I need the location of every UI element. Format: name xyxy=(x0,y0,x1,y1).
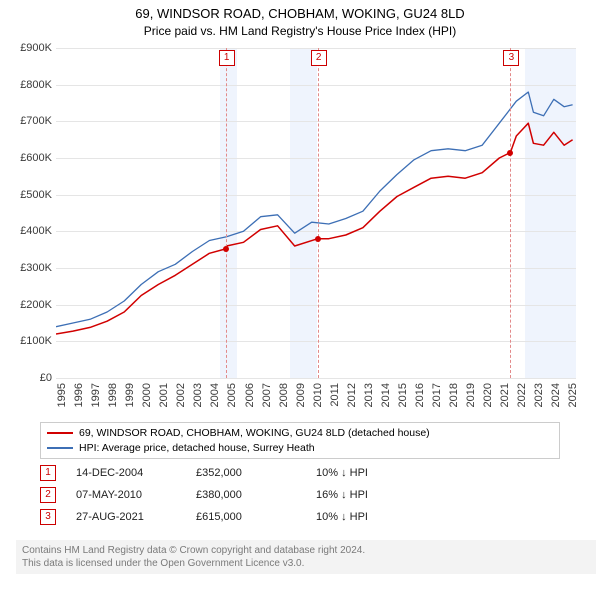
x-axis-tick-label: 2019 xyxy=(465,383,477,423)
series-property xyxy=(56,123,573,334)
y-axis-tick-label: £500K xyxy=(0,189,52,201)
attribution-line: This data is licensed under the Open Gov… xyxy=(22,557,590,570)
event-marker: 1 xyxy=(219,50,235,66)
legend-swatch xyxy=(47,432,73,434)
x-axis-tick-label: 2008 xyxy=(278,383,290,423)
event-marker: 2 xyxy=(311,50,327,66)
x-axis-tick-label: 2023 xyxy=(533,383,545,423)
event-line xyxy=(510,48,511,378)
x-axis-tick-label: 1997 xyxy=(90,383,102,423)
event-dot xyxy=(223,246,229,252)
event-row-marker: 3 xyxy=(40,509,56,525)
event-row-delta: 16% ↓ HPI xyxy=(316,489,436,501)
y-axis-tick-label: £900K xyxy=(0,42,52,54)
event-marker: 3 xyxy=(503,50,519,66)
event-row-price: £615,000 xyxy=(196,511,316,523)
x-axis-tick-label: 2009 xyxy=(295,383,307,423)
event-line xyxy=(226,48,227,378)
plot-area: 1 2 3 xyxy=(56,48,576,378)
event-dot xyxy=(315,236,321,242)
y-axis-tick-label: £300K xyxy=(0,262,52,274)
x-axis-tick-label: 1995 xyxy=(56,383,68,423)
x-axis-tick-label: 2020 xyxy=(482,383,494,423)
gridline xyxy=(56,378,576,379)
series-hpi xyxy=(56,92,573,327)
event-row-delta: 10% ↓ HPI xyxy=(316,511,436,523)
y-axis-tick-label: £700K xyxy=(0,115,52,127)
event-row: 2 07-MAY-2010£380,00016% ↓ HPI xyxy=(40,484,560,506)
event-dot xyxy=(507,150,513,156)
x-axis-tick-label: 2006 xyxy=(244,383,256,423)
x-axis-tick-label: 2022 xyxy=(516,383,528,423)
y-axis-tick-label: £100K xyxy=(0,335,52,347)
x-axis-tick-label: 2014 xyxy=(380,383,392,423)
x-axis-tick-label: 2012 xyxy=(346,383,358,423)
attribution-line: Contains HM Land Registry data © Crown c… xyxy=(22,544,590,557)
legend-label: HPI: Average price, detached house, Surr… xyxy=(79,442,315,454)
x-axis-tick-label: 2001 xyxy=(158,383,170,423)
x-axis-tick-label: 2018 xyxy=(448,383,460,423)
y-axis-tick-label: £400K xyxy=(0,225,52,237)
x-axis-tick-label: 2013 xyxy=(363,383,375,423)
chart-subtitle: Price paid vs. HM Land Registry's House … xyxy=(0,24,600,38)
x-axis-tick-label: 2010 xyxy=(312,383,324,423)
page: { "title": "69, WINDSOR ROAD, CHOBHAM, W… xyxy=(0,0,600,590)
legend-item: 69, WINDSOR ROAD, CHOBHAM, WOKING, GU24 … xyxy=(47,425,553,440)
x-axis-tick-label: 2002 xyxy=(175,383,187,423)
x-axis-tick-label: 2017 xyxy=(431,383,443,423)
event-row-date: 14-DEC-2004 xyxy=(76,467,196,479)
event-row-date: 27-AUG-2021 xyxy=(76,511,196,523)
y-axis-tick-label: £200K xyxy=(0,299,52,311)
event-row-marker: 2 xyxy=(40,487,56,503)
legend-item: HPI: Average price, detached house, Surr… xyxy=(47,440,553,455)
y-axis-tick-label: £800K xyxy=(0,79,52,91)
x-axis-tick-label: 1999 xyxy=(124,383,136,423)
chart-svg xyxy=(56,48,576,378)
attribution: Contains HM Land Registry data © Crown c… xyxy=(16,540,596,574)
x-axis-tick-label: 2025 xyxy=(567,383,579,423)
event-row-delta: 10% ↓ HPI xyxy=(316,467,436,479)
x-axis-tick-label: 2021 xyxy=(499,383,511,423)
event-line xyxy=(318,48,319,378)
legend-swatch xyxy=(47,447,73,449)
x-axis-tick-label: 2011 xyxy=(329,383,341,423)
x-axis-tick-label: 2007 xyxy=(261,383,273,423)
x-axis-tick-label: 2016 xyxy=(414,383,426,423)
x-axis-tick-label: 1998 xyxy=(107,383,119,423)
event-row-price: £380,000 xyxy=(196,489,316,501)
y-axis-tick-label: £0 xyxy=(0,372,52,384)
x-axis-tick-label: 2000 xyxy=(141,383,153,423)
event-row-marker: 1 xyxy=(40,465,56,481)
event-row-date: 07-MAY-2010 xyxy=(76,489,196,501)
x-axis-tick-label: 2004 xyxy=(209,383,221,423)
x-axis-tick-label: 1996 xyxy=(73,383,85,423)
x-axis-tick-label: 2015 xyxy=(397,383,409,423)
x-axis-tick-label: 2024 xyxy=(550,383,562,423)
x-axis-tick-label: 2003 xyxy=(192,383,204,423)
legend-label: 69, WINDSOR ROAD, CHOBHAM, WOKING, GU24 … xyxy=(79,427,430,439)
event-list: 114-DEC-2004£352,00010% ↓ HPI207-MAY-201… xyxy=(40,462,560,528)
event-row-price: £352,000 xyxy=(196,467,316,479)
x-axis-tick-label: 2005 xyxy=(226,383,238,423)
y-axis-tick-label: £600K xyxy=(0,152,52,164)
event-row: 3 27-AUG-2021£615,00010% ↓ HPI xyxy=(40,506,560,528)
chart-title: 69, WINDSOR ROAD, CHOBHAM, WOKING, GU24 … xyxy=(0,6,600,21)
legend: 69, WINDSOR ROAD, CHOBHAM, WOKING, GU24 … xyxy=(40,422,560,459)
event-row: 1 14-DEC-2004£352,00010% ↓ HPI xyxy=(40,462,560,484)
